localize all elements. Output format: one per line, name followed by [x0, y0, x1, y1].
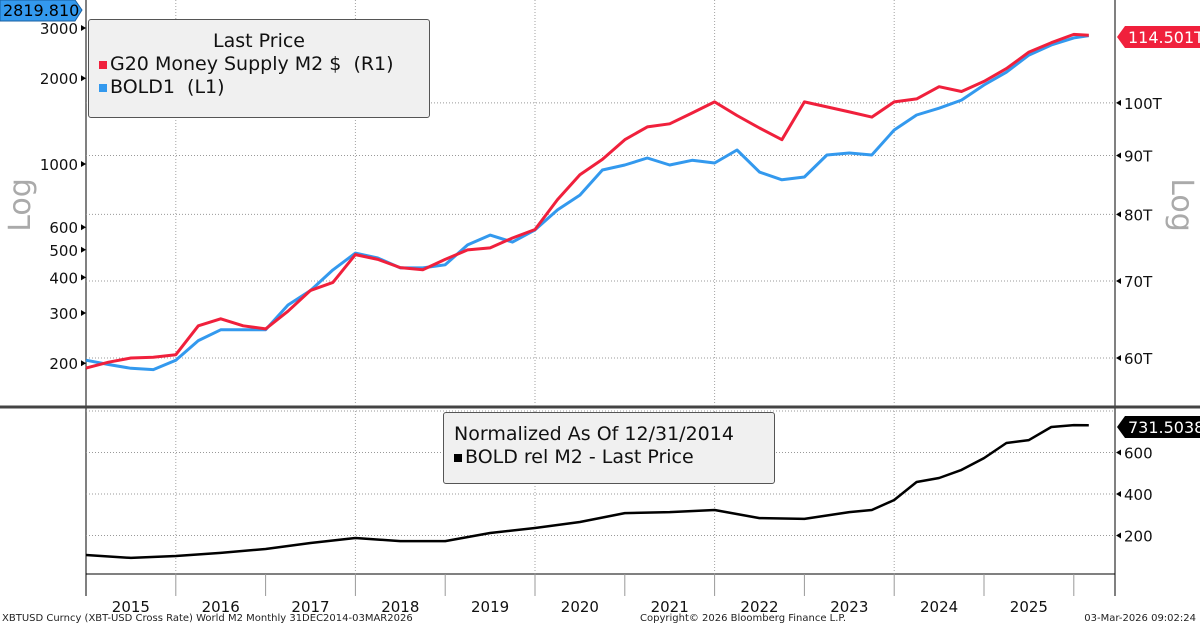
- left-tick-label: 200: [49, 355, 78, 373]
- tick-mark: [1116, 99, 1121, 106]
- left-tick-label: 400: [49, 269, 78, 287]
- x-tick-label: 2017: [291, 598, 329, 616]
- series-m2-line: [85, 32, 1089, 370]
- footer-timestamp: 03-Mar-2026 09:02:24: [1084, 613, 1196, 624]
- legend-top: Last Price G20 Money Supply M2 $ (R1) BO…: [88, 19, 430, 118]
- legend-item-bold: BOLD1 (L1): [89, 76, 429, 99]
- tick-mark: [1116, 355, 1121, 361]
- right-tick-label-bottom: 200: [1124, 528, 1153, 546]
- left-axis-title: Log: [3, 178, 38, 232]
- right-tick-label-bottom: 600: [1124, 445, 1153, 463]
- legend-swatch-ratio: [454, 453, 462, 462]
- x-tick-label: 2016: [202, 598, 240, 616]
- left-tick-label: 1000: [40, 156, 78, 174]
- tick-mark: [81, 25, 86, 32]
- tick-mark: [81, 360, 86, 367]
- legend-swatch-bold: [99, 83, 107, 92]
- x-tick-label: 2019: [471, 598, 509, 616]
- tick-mark: [81, 310, 86, 317]
- last-value-m2: 114.501T: [1128, 28, 1200, 47]
- right-tick-label: 70T: [1124, 273, 1153, 291]
- footer-source: XBTUSD Curncy (XBT-USD Cross Rate) World…: [2, 613, 413, 624]
- last-value-bold1-bg: [0, 0, 83, 22]
- right-tick-label: 100T: [1124, 95, 1163, 113]
- series-bold1-line: [85, 34, 1090, 372]
- left-tick-label: 3000: [40, 20, 78, 38]
- legend-title-bottom: Normalized As Of 12/31/2014: [454, 423, 734, 445]
- tick-mark: [81, 274, 86, 281]
- last-value-m2-bg: [1117, 26, 1200, 48]
- right-axis-title: Log: [1164, 178, 1199, 232]
- last-value-bold1: 2819.810: [3, 1, 79, 20]
- last-value-ratio-bg: [1117, 416, 1200, 438]
- left-tick-label: 500: [49, 242, 78, 260]
- x-tick-label: 2020: [561, 598, 599, 616]
- legend-swatch-m2: [99, 60, 107, 69]
- right-tick-label-bottom: 400: [1124, 486, 1153, 504]
- right-tick-label: 80T: [1124, 206, 1153, 224]
- right-tick-label: 90T: [1124, 147, 1153, 165]
- right-tick-label: 60T: [1124, 350, 1153, 368]
- x-tick-label: 2022: [740, 598, 778, 616]
- x-tick-label: 2021: [651, 598, 689, 616]
- x-tick-label: 2015: [112, 598, 150, 616]
- tick-mark: [1116, 532, 1121, 539]
- footer-copyright: Copyright© 2026 Bloomberg Finance L.P.: [640, 613, 847, 624]
- x-tick-label: 2018: [381, 598, 419, 616]
- tick-mark: [1116, 152, 1121, 159]
- tick-mark: [81, 75, 86, 82]
- last-value-ratio: 731.5038: [1128, 418, 1200, 437]
- series-bold-rel-m2-line: [85, 423, 1089, 560]
- tick-mark: [1116, 278, 1121, 285]
- left-tick-label: 2000: [40, 70, 78, 88]
- legend-item-m2: G20 Money Supply M2 $ (R1): [89, 53, 429, 76]
- tick-mark: [81, 161, 86, 167]
- left-tick-label: 300: [49, 305, 78, 323]
- tick-mark: [1116, 449, 1121, 456]
- tick-mark: [1116, 211, 1121, 218]
- legend-bottom: Normalized As Of 12/31/2014 BOLD rel M2 …: [443, 412, 775, 484]
- x-tick-label: 2025: [1010, 598, 1048, 616]
- x-tick-label: 2024: [920, 598, 958, 616]
- x-tick-label: 2023: [830, 598, 868, 616]
- left-tick-label: 600: [49, 219, 78, 237]
- tick-mark: [81, 224, 86, 231]
- tick-mark: [81, 246, 86, 253]
- legend-item-ratio: BOLD rel M2 - Last Price: [444, 446, 774, 469]
- legend-title: Last Price: [213, 30, 305, 52]
- tick-mark: [1116, 491, 1121, 497]
